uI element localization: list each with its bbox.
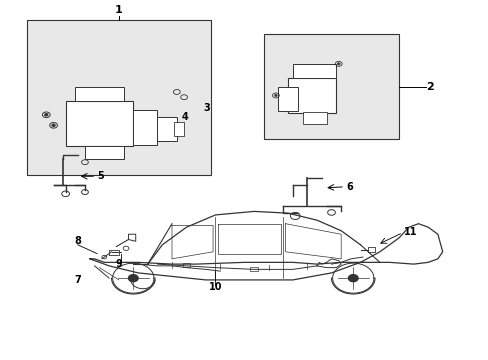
Bar xyxy=(287,78,336,113)
Text: 5: 5 xyxy=(97,171,103,181)
Circle shape xyxy=(337,63,339,64)
Text: 1: 1 xyxy=(115,5,122,15)
Circle shape xyxy=(52,124,55,126)
Bar xyxy=(75,87,123,101)
Bar xyxy=(292,64,336,78)
Bar xyxy=(278,87,297,111)
Bar xyxy=(65,101,133,147)
Text: 7: 7 xyxy=(74,275,81,285)
Text: 6: 6 xyxy=(346,182,352,192)
Circle shape xyxy=(45,114,48,116)
Text: 3: 3 xyxy=(203,103,210,113)
Circle shape xyxy=(348,275,357,282)
Bar xyxy=(250,266,258,271)
Bar xyxy=(27,20,210,175)
Bar xyxy=(264,34,398,139)
Bar xyxy=(302,112,326,123)
Text: 2: 2 xyxy=(425,82,433,92)
Text: 9: 9 xyxy=(115,259,122,269)
Text: 11: 11 xyxy=(403,228,417,238)
Bar xyxy=(85,147,123,159)
Text: 8: 8 xyxy=(74,236,81,246)
Text: 10: 10 xyxy=(208,282,222,292)
Bar xyxy=(174,122,183,136)
Circle shape xyxy=(128,275,138,282)
Bar xyxy=(157,117,177,141)
Text: 4: 4 xyxy=(181,112,188,122)
Bar xyxy=(182,263,190,267)
Circle shape xyxy=(274,95,276,96)
Bar xyxy=(133,109,157,145)
